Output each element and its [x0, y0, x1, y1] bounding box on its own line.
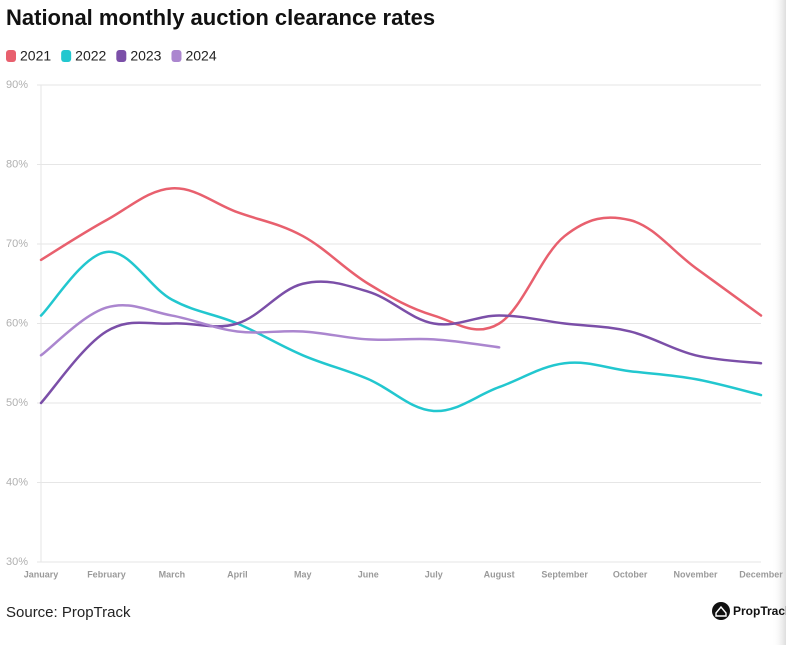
legend-label: 2022: [75, 48, 106, 64]
legend-swatch: [171, 50, 182, 62]
x-tick-label: May: [294, 569, 312, 579]
x-tick-label: November: [674, 569, 719, 579]
legend-label: 2024: [185, 48, 216, 64]
series-line: [39, 250, 763, 413]
edge-shadow: [772, 0, 786, 645]
x-tick-label: April: [227, 569, 248, 579]
y-tick-label: 80%: [6, 158, 28, 170]
source: Source: PropTrack: [6, 604, 131, 621]
brand-name: PropTrack: [733, 604, 786, 618]
legend-label: 2021: [20, 48, 51, 64]
x-tick-label: March: [159, 569, 186, 579]
chart-title: National monthly auction clearance rates: [6, 5, 435, 30]
series-line: [39, 303, 501, 357]
y-tick-label: 90%: [6, 79, 28, 91]
x-tick-label: January: [24, 569, 59, 579]
series-line: [39, 187, 763, 331]
y-tick-label: 30%: [6, 556, 28, 568]
series-line: [39, 280, 763, 405]
legend-label: 2023: [130, 48, 161, 64]
brand-icon-house: [715, 605, 727, 617]
legend-swatch: [61, 50, 72, 62]
x-tick-label: September: [541, 569, 588, 579]
y-tick-label: 60%: [6, 317, 28, 329]
x-tick-label: October: [613, 569, 648, 579]
brand-logo: PropTrack: [712, 602, 786, 620]
brand-icon: [712, 602, 730, 620]
legend-swatch: [116, 50, 127, 62]
y-tick-label: 70%: [6, 238, 28, 250]
y-tick-label: 50%: [6, 397, 28, 409]
x-tick-label: February: [87, 569, 126, 579]
x-tick-label: June: [358, 569, 379, 579]
x-tick-label: December: [739, 569, 783, 579]
x-tick-label: July: [425, 569, 443, 579]
x-tick-label: August: [484, 569, 515, 579]
legend-swatch: [6, 50, 16, 62]
y-tick-label: 40%: [6, 476, 28, 488]
